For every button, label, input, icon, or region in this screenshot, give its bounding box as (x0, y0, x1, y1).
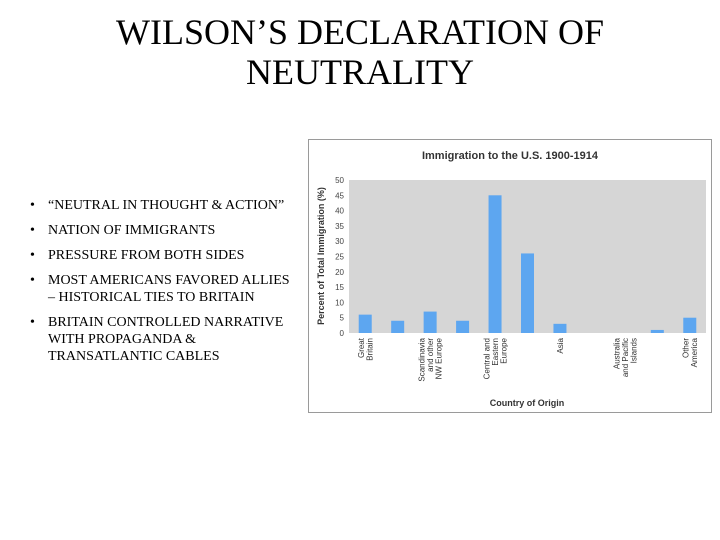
y-tick-label: 20 (335, 268, 344, 277)
y-tick-label: 5 (340, 314, 345, 323)
y-tick-label: 30 (335, 237, 344, 246)
y-tick-label: 45 (335, 191, 344, 200)
x-category-label-line: Great (357, 337, 366, 358)
bar (358, 314, 372, 333)
x-category-label-line: Asia (556, 337, 565, 353)
slide-title-line-1: WILSON’S DECLARATION OF (116, 12, 604, 52)
y-tick-label: 0 (340, 329, 345, 338)
bullet-dot: • (30, 198, 35, 213)
x-category-label: Other America (682, 337, 700, 367)
bullet-text: PRESSURE FROM BOTH SIDES (48, 248, 245, 263)
bullet-item: • “NEUTRAL IN THOUGHT & ACTION” (30, 197, 290, 214)
bar (488, 195, 502, 333)
bar (456, 320, 470, 333)
bullet-item: • PRESSURE FROM BOTH SIDES (30, 247, 290, 264)
x-axis-label: Country of Origin (490, 398, 565, 408)
x-category-label: Scandinavia and other NW Europe (418, 337, 444, 381)
x-category-label-line: Britain (365, 338, 374, 361)
bullet-dot: • (30, 273, 35, 288)
bar (521, 253, 534, 333)
x-category-label: Australia and Pacific Islands (612, 337, 638, 377)
bullet-item: • MOST AMERICANS FAVORED ALLIES – HISTORI… (30, 272, 290, 306)
bullet-dot: • (30, 315, 35, 330)
bullet-item: • NATION OF IMMIGRANTS (30, 222, 290, 239)
x-category-label-line: and Pacific (621, 338, 630, 377)
y-tick-label: 40 (335, 207, 344, 216)
x-category-label: Great Britain (357, 337, 375, 360)
immigration-bar-chart: Immigration to the U.S. 1900-1914 0 5 10 15… (316, 150, 706, 408)
x-category-label-line: Scandinavia (418, 337, 427, 381)
x-category-label-line: Australia (612, 337, 621, 369)
x-category-label-line: Islands (629, 338, 638, 363)
bar (650, 329, 664, 333)
x-category-label-line: Eastern (491, 338, 500, 366)
y-tick-label: 25 (335, 253, 344, 262)
y-axis-ticks: 0 5 10 15 20 25 30 35 40 45 50 (335, 176, 344, 338)
x-category-label-line: NW Europe (435, 337, 444, 379)
bullet-text: MOST AMERICANS FAVORED ALLIES – HISTORIC… (48, 273, 290, 305)
bar (683, 317, 697, 333)
x-category-label-line: America (690, 337, 699, 367)
bar (423, 311, 437, 333)
bullet-dot: • (30, 223, 35, 238)
x-category-label-line: Other (682, 338, 691, 358)
x-category-label: Central and Eastern Europe (483, 337, 509, 379)
x-axis-labels: Great Britain Scandinavia and other NW Europ… (357, 337, 699, 381)
bullet-text: NATION OF IMMIGRANTS (48, 223, 216, 238)
y-tick-label: 10 (335, 298, 344, 307)
y-tick-label: 35 (335, 222, 344, 231)
chart-title: Immigration to the U.S. 1900-1914 (422, 150, 599, 162)
y-tick-label: 50 (335, 176, 344, 185)
x-category-label-line: Europe (500, 337, 509, 363)
bullet-text: “NEUTRAL IN THOUGHT & ACTION” (48, 198, 285, 213)
bar (553, 323, 567, 333)
x-category-label-line: Central and (483, 338, 492, 379)
bar (391, 320, 405, 333)
bullet-dot: • (30, 248, 35, 263)
bullet-list: • “NEUTRAL IN THOUGHT & ACTION” • NATION O… (30, 197, 290, 373)
bullet-item: • BRITAIN CONTROLLED NARRATIVE WITH PROPA… (30, 314, 290, 365)
chart-frame: Immigration to the U.S. 1900-1914 0 5 10 15… (308, 139, 712, 413)
y-tick-label: 15 (335, 283, 344, 292)
bullet-text: BRITAIN CONTROLLED NARRATIVE WITH PROPAG… (48, 315, 284, 364)
x-category-label: Asia (556, 337, 565, 353)
y-axis-label: Percent of Total Immigration (%) (316, 187, 326, 325)
bars-group (358, 195, 697, 333)
x-category-label-line: and other (426, 338, 435, 372)
slide-title: WILSON’S DECLARATION OF NEUTRALITY (40, 12, 680, 92)
slide-title-line-2: NEUTRALITY (246, 52, 474, 92)
